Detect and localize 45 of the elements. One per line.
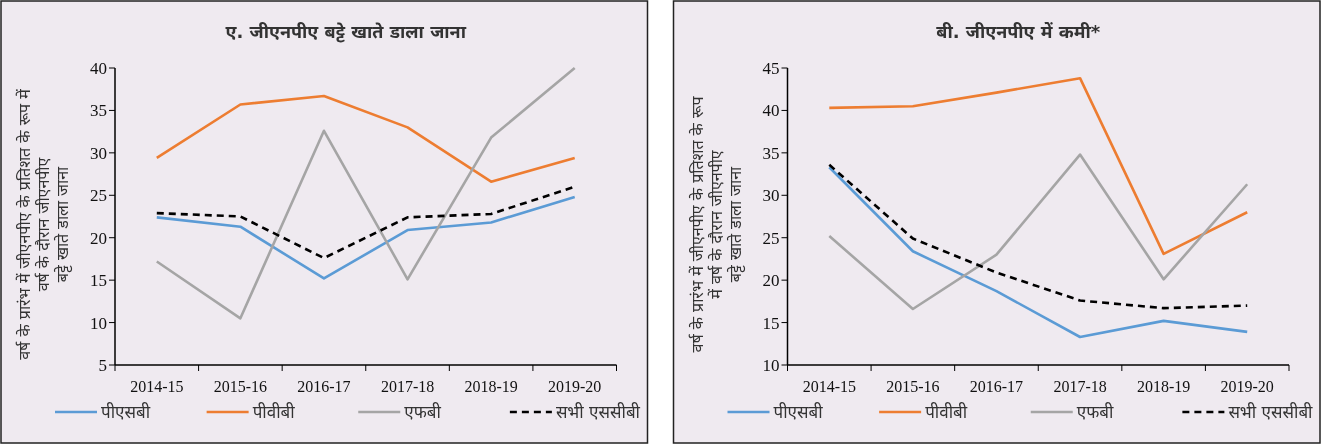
line-series [155,195,577,280]
line-series [155,66,577,320]
y-tick-label: 15 [762,313,780,333]
line-series [827,76,1249,256]
y-tick-label: 10 [90,313,107,333]
y-tick-label: 35 [762,143,780,163]
legend-label: एफबी [404,402,442,422]
y-tick-label: 30 [90,143,107,163]
y-tick-label: 20 [90,228,107,248]
y-tick-label: 40 [90,59,107,78]
x-tick-label: 2019-20 [1220,378,1274,395]
x-tick-label: 2014-15 [802,378,856,395]
y-tick-label: 25 [762,228,780,248]
legend-label: सभी एससीबी [1228,402,1314,422]
y-tick-label: 5 [98,356,107,375]
y-tick-label: 30 [762,186,780,206]
x-tick-label: 2015-16 [213,378,268,395]
legend-label: पीएसबी [101,402,151,422]
y-tick-label: 10 [762,356,780,375]
chart-title: ए. जीएनपीए बट्टे खाते डाला जाना [225,21,467,43]
legend-label: पीवीबी [252,402,296,422]
x-tick-label: 2019-20 [548,378,602,395]
legend-label: एफबी [1076,402,1114,422]
x-tick-label: 2018-19 [1136,378,1191,395]
legend-label: पीवीबी [925,402,968,422]
x-tick-label: 2016-17 [297,378,351,395]
x-tick-label: 2018-19 [464,378,518,395]
x-tick-label: 2014-15 [130,378,184,395]
x-tick-label: 2015-16 [886,378,940,395]
x-tick-label: 2017-18 [380,378,435,395]
y-tick-label: 15 [90,271,107,291]
line-series [827,165,1249,339]
y-tick-label: 45 [762,59,780,78]
y-tick-label: 40 [762,101,780,121]
chart-title: बी. जीएनपीए में कमी* [936,21,1101,42]
legend-label: पीएसबी [773,402,824,422]
y-axis-title: वर्ष के प्रारंभ में जीएनपीए के प्रतिशत के रूप में वर्ष के दौरान जीएनपीए बट्टे खाते डाला जाना [15,88,73,360]
x-tick-label: 2017-18 [1053,378,1107,395]
line-series [155,94,577,184]
x-tick-label: 2016-17 [969,378,1024,395]
legend-label: सभी एससीबी [555,402,641,422]
y-axis-title: वर्ष के प्रारंभ में जीएनपीए के प्रतिशत के रूप में वर्ष के दौरान जीएनपीए बट्टे खाते डाला जाना [687,95,746,353]
y-tick-label: 35 [90,101,107,121]
y-tick-label: 20 [762,271,780,291]
y-tick-label: 25 [90,186,107,206]
